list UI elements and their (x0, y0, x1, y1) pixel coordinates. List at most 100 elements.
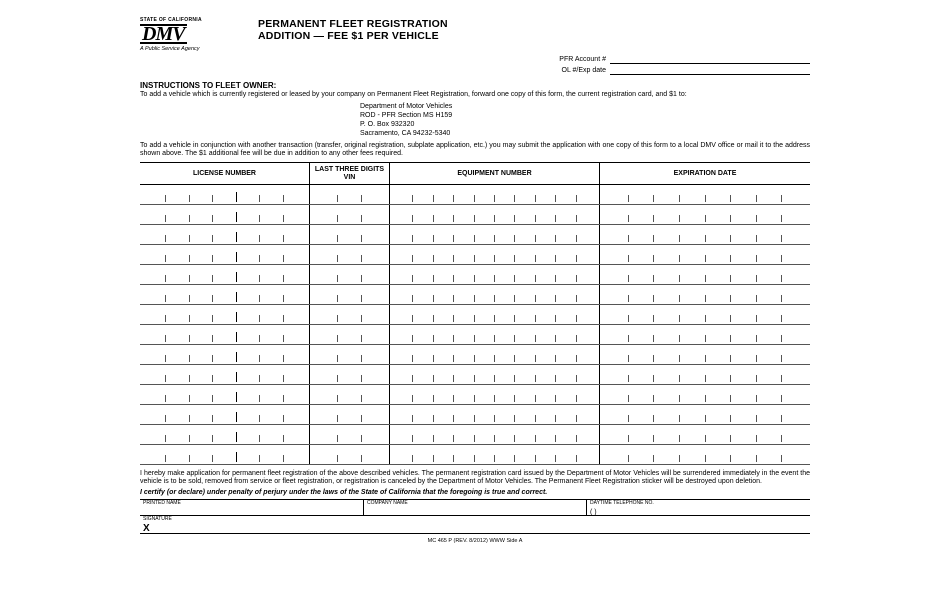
instructions-heading: INSTRUCTIONS TO FLEET OWNER: (140, 81, 810, 90)
table-row[interactable] (140, 205, 810, 225)
table-row[interactable] (140, 445, 810, 465)
table-row[interactable] (140, 185, 810, 205)
table-cell[interactable] (390, 345, 600, 364)
addr-line: P. O. Box 932320 (360, 121, 810, 130)
table-cell[interactable] (600, 205, 810, 224)
printed-name-label: PRINTED NAME (143, 500, 181, 506)
table-cell[interactable] (140, 345, 310, 364)
table-cell[interactable] (140, 185, 310, 204)
table-cell[interactable] (600, 325, 810, 344)
table-cell[interactable] (140, 285, 310, 304)
table-row[interactable] (140, 345, 810, 365)
table-cell[interactable] (310, 245, 390, 264)
table-cell[interactable] (600, 425, 810, 444)
table-cell[interactable] (310, 385, 390, 404)
table-row[interactable] (140, 225, 810, 245)
table-cell[interactable] (140, 245, 310, 264)
table-cell[interactable] (140, 365, 310, 384)
logo-dmv-text: DMV (140, 24, 187, 44)
table-cell[interactable] (390, 365, 600, 384)
table-cell[interactable] (390, 285, 600, 304)
table-cell[interactable] (600, 305, 810, 324)
table-cell[interactable] (310, 445, 390, 464)
table-cell[interactable] (310, 425, 390, 444)
table-cell[interactable] (310, 305, 390, 324)
table-cell[interactable] (600, 225, 810, 244)
signature-x: X (143, 523, 807, 535)
table-cell[interactable] (600, 265, 810, 284)
certify-text: I certify (or declare) under penalty of … (140, 489, 810, 497)
pfr-account-label: PFR Account # (559, 56, 606, 64)
table-cell[interactable] (310, 185, 390, 204)
table-cell[interactable] (600, 385, 810, 404)
signature-field[interactable]: SIGNATURE X (140, 516, 810, 534)
table-cell[interactable] (310, 285, 390, 304)
table-cell[interactable] (600, 345, 810, 364)
table-row[interactable] (140, 265, 810, 285)
table-cell[interactable] (140, 405, 310, 424)
table-cell[interactable] (390, 305, 600, 324)
table-cell[interactable] (310, 405, 390, 424)
table-row[interactable] (140, 325, 810, 345)
table-cell[interactable] (390, 245, 600, 264)
table-cell[interactable] (390, 185, 600, 204)
pfr-account-input[interactable] (610, 56, 810, 64)
table-cell[interactable] (140, 325, 310, 344)
table-cell[interactable] (390, 265, 600, 284)
table-cell[interactable] (140, 225, 310, 244)
table-cell[interactable] (310, 225, 390, 244)
table-cell[interactable] (140, 205, 310, 224)
title-line-1: PERMANENT FLEET REGISTRATION (258, 18, 810, 30)
table-cell[interactable] (140, 385, 310, 404)
table-cell[interactable] (390, 445, 600, 464)
table-row[interactable] (140, 405, 810, 425)
table-cell[interactable] (600, 185, 810, 204)
table-cell[interactable] (600, 445, 810, 464)
table-cell[interactable] (140, 425, 310, 444)
table-cell[interactable] (140, 305, 310, 324)
table-row[interactable] (140, 285, 810, 305)
table-cell[interactable] (390, 405, 600, 424)
telephone-field[interactable]: DAYTIME TELEPHONE NO. ( ) (587, 500, 810, 515)
table-cell[interactable] (390, 225, 600, 244)
mailing-address: Department of Motor Vehicles ROD - PFR S… (360, 103, 810, 138)
form-footer: MC 465 P (REV. 8/2012) WWW Side A (140, 538, 810, 544)
telephone-label: DAYTIME TELEPHONE NO. (590, 500, 654, 506)
col-expiration: EXPIRATION DATE (600, 163, 810, 184)
addr-line: Department of Motor Vehicles (360, 103, 810, 112)
table-header-row: LICENSE NUMBER LAST THREE DIGITS VIN EQU… (140, 163, 810, 185)
table-cell[interactable] (390, 325, 600, 344)
table-row[interactable] (140, 385, 810, 405)
telephone-paren: ( ) (590, 507, 597, 517)
form-title: PERMANENT FLEET REGISTRATION ADDITION — … (240, 18, 810, 42)
table-cell[interactable] (310, 325, 390, 344)
table-row[interactable] (140, 425, 810, 445)
table-cell[interactable] (390, 385, 600, 404)
table-cell[interactable] (600, 405, 810, 424)
col-vin: LAST THREE DIGITS VIN (310, 163, 390, 184)
col-license: LICENSE NUMBER (140, 163, 310, 184)
table-cell[interactable] (310, 205, 390, 224)
declaration-text: I hereby make application for permanent … (140, 470, 810, 486)
vehicle-table: LICENSE NUMBER LAST THREE DIGITS VIN EQU… (140, 162, 810, 465)
table-cell[interactable] (310, 345, 390, 364)
table-row[interactable] (140, 245, 810, 265)
company-name-field[interactable]: COMPANY NAME (364, 500, 587, 515)
table-row[interactable] (140, 365, 810, 385)
table-cell[interactable] (140, 445, 310, 464)
instructions-para-1: To add a vehicle which is currently regi… (140, 91, 810, 99)
table-cell[interactable] (310, 365, 390, 384)
table-cell[interactable] (310, 265, 390, 284)
col-equipment: EQUIPMENT NUMBER (390, 163, 600, 184)
printed-name-field[interactable]: PRINTED NAME (140, 500, 364, 515)
table-cell[interactable] (600, 245, 810, 264)
table-cell[interactable] (600, 285, 810, 304)
ol-exp-input[interactable] (610, 67, 810, 75)
table-row[interactable] (140, 305, 810, 325)
table-cell[interactable] (390, 205, 600, 224)
logo-tagline: A Public Service Agency (140, 46, 240, 52)
account-fields: PFR Account # OL #/Exp date (140, 56, 810, 75)
table-cell[interactable] (140, 265, 310, 284)
table-cell[interactable] (390, 425, 600, 444)
table-cell[interactable] (600, 365, 810, 384)
